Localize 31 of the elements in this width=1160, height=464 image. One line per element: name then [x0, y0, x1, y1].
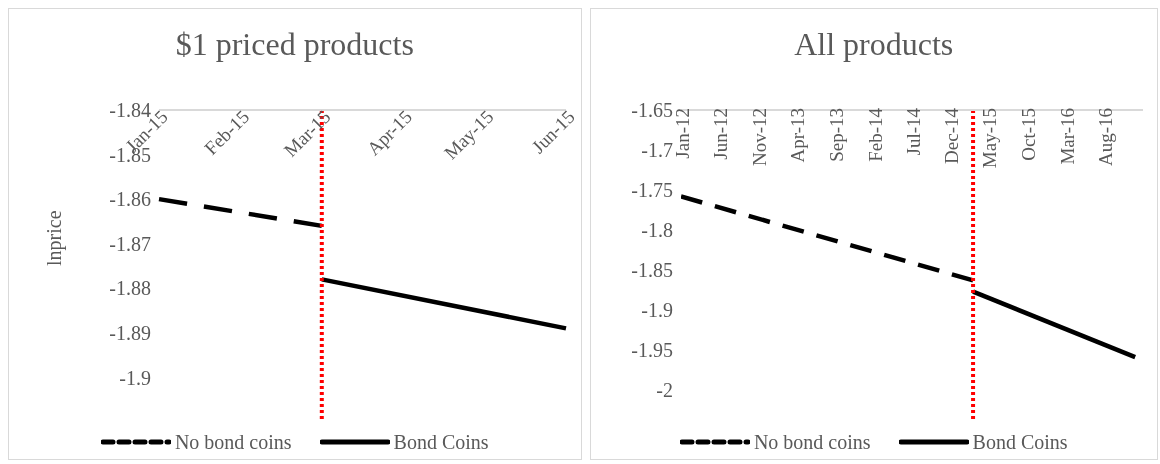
x-tick-label: Nov-12 [748, 108, 770, 167]
legend-label: No bond coins [752, 430, 871, 454]
x-tick-label: May-15 [978, 108, 1000, 169]
x-tick-label: Aug-16 [1094, 108, 1116, 167]
x-tick-label: Apr-13 [786, 108, 808, 163]
legend-label: Bond Coins [971, 430, 1068, 454]
y-tick-label: -1.95 [630, 339, 673, 362]
x-tick-label: Jun-12 [709, 108, 731, 160]
x-tick-label: Feb-14 [864, 107, 886, 162]
y-tick-label: -2 [655, 379, 673, 402]
y-tick-label: -1.9 [119, 366, 151, 389]
y-tick-label: -1.85 [630, 259, 673, 282]
chart-title: All products [793, 24, 955, 64]
y-axis-title: lnprice [43, 210, 67, 266]
chart-title: $1 priced products [174, 24, 415, 64]
y-tick-label: -1.65 [630, 99, 673, 122]
y-tick-label: -1.8 [640, 219, 673, 242]
x-tick-label: Mar-16 [1056, 108, 1078, 165]
x-tick-label: Dec-14 [940, 107, 962, 164]
legend-label: No bond coins [173, 430, 292, 454]
y-tick-label: -1.86 [109, 188, 151, 211]
y-tick-label: -1.7 [640, 139, 673, 162]
y-tick-label: -1.87 [109, 232, 151, 255]
x-tick-label: Sep-13 [825, 108, 847, 162]
legend-label: Bond Coins [392, 430, 489, 454]
x-tick-label: Oct-15 [1017, 108, 1039, 161]
y-tick-label: -1.75 [630, 179, 673, 202]
y-tick-label: -1.89 [109, 321, 151, 344]
x-tick-label: Jul-14 [902, 107, 924, 156]
y-tick-label: -1.9 [640, 299, 673, 322]
y-tick-label: -1.88 [109, 277, 151, 300]
